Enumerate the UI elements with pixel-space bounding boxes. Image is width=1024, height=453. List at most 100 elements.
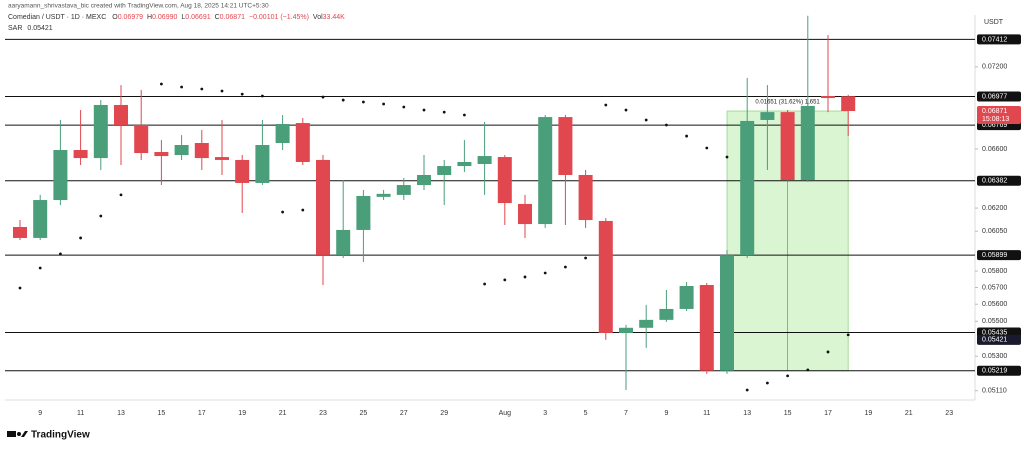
sar-dot xyxy=(240,92,244,96)
legend-change: −0.00101 (−1.45%) xyxy=(249,14,309,21)
sar-dot xyxy=(503,278,507,282)
candle-body xyxy=(841,96,856,111)
sar-dot xyxy=(826,350,830,354)
logo: TradingView xyxy=(31,430,90,441)
sar-dot xyxy=(402,105,406,109)
y-tick-label: 0.05700 xyxy=(982,284,1007,291)
x-tick-label: 17 xyxy=(198,410,206,417)
x-tick-label: 21 xyxy=(905,410,913,417)
last-price-tag xyxy=(977,105,1021,124)
candle-body xyxy=(93,104,108,159)
candle-body xyxy=(194,143,209,159)
legend-value: 0.06871 xyxy=(220,14,245,21)
x-tick-label: 17 xyxy=(824,410,832,417)
level-tag xyxy=(977,91,1021,102)
level-tag xyxy=(977,34,1021,45)
sar-dot xyxy=(604,103,608,107)
x-tick-label: 25 xyxy=(360,410,368,417)
candle-body xyxy=(154,152,169,157)
sar-dot xyxy=(321,95,325,99)
sar-dot xyxy=(463,113,466,117)
candle-body xyxy=(396,185,411,195)
y-tick-label: 0.05300 xyxy=(982,353,1007,360)
legend-value: 0.06990 xyxy=(152,14,177,21)
y-tick-label: 0.06600 xyxy=(982,146,1007,153)
axis-unit: USDT xyxy=(984,19,1004,26)
sar-dot xyxy=(442,110,446,114)
last-price-label: 0.06871 xyxy=(982,108,1007,115)
y-tick-label: 0.05500 xyxy=(982,318,1007,325)
y-tick-label: 0.05800 xyxy=(982,268,1007,275)
sar-legend: SAR 0.05421 xyxy=(8,25,53,32)
x-tick-label: 29 xyxy=(440,410,448,417)
symbol: Comedian / USDT · 1D · MEXC xyxy=(8,14,106,21)
sar-dot xyxy=(705,146,709,150)
candle-body xyxy=(821,95,835,99)
level-label: 0.06382 xyxy=(982,178,1007,185)
candle-body xyxy=(578,174,593,221)
sar-dot xyxy=(483,282,486,286)
legend-key: H xyxy=(147,14,152,21)
countdown: 15:08:13 xyxy=(982,116,1009,123)
candle-body xyxy=(417,174,431,186)
sar-name: SAR xyxy=(8,25,22,32)
sar-dot xyxy=(665,123,668,127)
sar-dot xyxy=(766,381,769,385)
x-tick-label: 21 xyxy=(279,410,287,417)
sar-dot xyxy=(362,100,365,104)
sar-dot xyxy=(180,85,184,89)
candle-body xyxy=(134,124,149,154)
credit: aaryamann_shrivastava_bic created with T… xyxy=(8,3,269,10)
x-tick-label: 15 xyxy=(158,410,166,417)
sar-dot xyxy=(301,208,305,212)
candle-body xyxy=(800,105,815,180)
logo-icon xyxy=(21,431,28,437)
candle-body xyxy=(457,161,472,167)
level-label: 0.06977 xyxy=(982,93,1007,100)
sar-tag xyxy=(977,334,1021,345)
sar-dot xyxy=(261,94,264,98)
sar-dot xyxy=(523,275,527,279)
candle-body xyxy=(356,195,371,230)
plot-area xyxy=(5,15,975,392)
y-tick-label: 0.06200 xyxy=(982,205,1007,212)
sar-dot xyxy=(543,271,547,275)
x-tick-label: 13 xyxy=(117,410,125,417)
level-tag xyxy=(977,250,1021,261)
legend-value: 0.06691 xyxy=(185,14,210,21)
sar-dot xyxy=(685,134,688,138)
sar-dot xyxy=(79,236,82,240)
y-tick-label: 0.05110 xyxy=(982,388,1007,395)
x-tick-label: 9 xyxy=(38,410,42,417)
sar-dot xyxy=(341,98,345,102)
sar-dot xyxy=(220,89,224,93)
candle-body xyxy=(376,193,391,197)
sar-dot xyxy=(160,82,163,86)
candle-body xyxy=(255,145,270,183)
level-label: 0.05435 xyxy=(982,329,1007,336)
legend-key: L xyxy=(181,14,185,21)
candle-body xyxy=(639,319,654,328)
sar-dot xyxy=(99,214,103,218)
sar-dot xyxy=(119,193,123,197)
x-tick-label: Aug xyxy=(499,410,512,417)
sar-dot xyxy=(59,252,62,256)
x-tick-label: 5 xyxy=(584,410,588,417)
candle-body xyxy=(720,255,734,371)
sar-dot xyxy=(624,108,628,112)
legend-value: 0.06979 xyxy=(118,14,143,21)
candle-body xyxy=(538,117,553,225)
x-tick-label: 19 xyxy=(238,410,246,417)
x-tick-label: 23 xyxy=(319,410,327,417)
candle-body xyxy=(235,159,250,183)
candle-body xyxy=(679,286,694,309)
candle-body xyxy=(336,229,351,255)
sar-dot xyxy=(846,333,850,337)
x-tick-label: 3 xyxy=(543,410,547,417)
sar-dot xyxy=(786,374,789,378)
sar-dot xyxy=(422,108,426,112)
y-tick-label: 0.05600 xyxy=(982,301,1007,308)
x-tick-label: 11 xyxy=(703,410,710,417)
